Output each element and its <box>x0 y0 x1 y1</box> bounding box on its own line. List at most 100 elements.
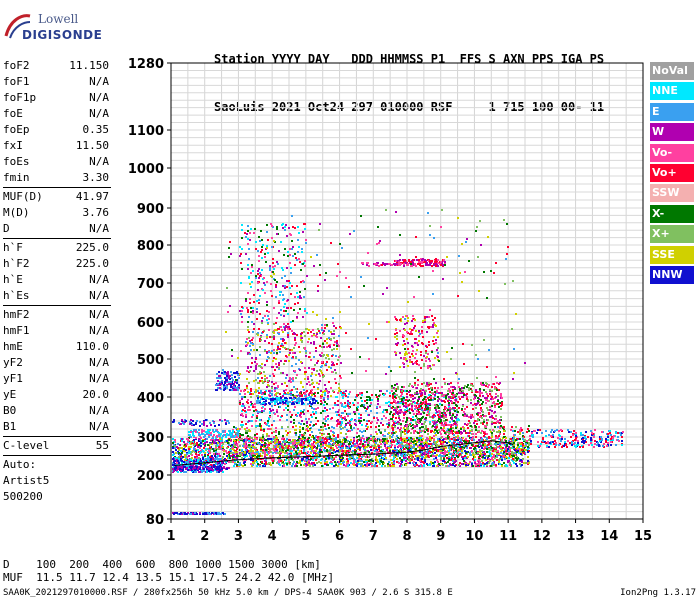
echo-point <box>378 445 380 447</box>
echo-point <box>318 330 320 332</box>
echo-point <box>319 437 321 439</box>
echo-point <box>222 443 224 445</box>
echo-point <box>281 443 283 445</box>
echo-point <box>501 465 503 467</box>
echo-point <box>338 463 340 465</box>
echo-point <box>304 335 306 337</box>
echo-point <box>324 438 326 440</box>
echo-point <box>465 445 467 447</box>
echo-point <box>236 453 238 455</box>
echo-point <box>348 393 350 395</box>
param-name: B1 <box>3 420 17 433</box>
echo-point <box>310 359 312 361</box>
echo-point <box>313 408 315 410</box>
echo-point <box>316 362 318 364</box>
echo-point <box>317 438 319 440</box>
echo-point <box>278 362 280 364</box>
echo-point <box>317 420 319 422</box>
echo-point <box>324 410 326 412</box>
echo-point <box>513 462 515 464</box>
echo-point <box>308 394 310 396</box>
echo-point <box>398 445 400 447</box>
echo-point <box>427 433 429 435</box>
echo-point <box>342 462 344 464</box>
echo-point <box>419 427 421 429</box>
echo-point <box>486 462 488 464</box>
echo-point <box>366 423 368 425</box>
echo-point <box>491 434 493 436</box>
echo-point <box>315 412 317 414</box>
echo-point <box>291 465 293 467</box>
echo-point <box>396 435 398 437</box>
param-name: h`F <box>3 241 23 254</box>
echo-point <box>310 452 312 454</box>
echo-point <box>449 440 451 442</box>
echo-point <box>359 449 361 451</box>
echo-point <box>208 450 210 452</box>
echo-point <box>203 447 205 449</box>
echo-point <box>246 427 248 429</box>
echo-point <box>436 444 438 446</box>
echo-point <box>326 390 328 392</box>
echo-point <box>439 431 441 433</box>
echo-point <box>271 390 273 392</box>
echo-point <box>319 439 321 441</box>
echo-point <box>280 360 282 362</box>
echo-point <box>274 442 276 444</box>
echo-point <box>363 438 365 440</box>
echo-point <box>528 430 530 432</box>
echo-point <box>385 440 387 442</box>
lowell-digisonde-logo: Lowell DIGISONDE <box>2 8 102 44</box>
echo-point <box>306 446 308 448</box>
echo-point <box>307 455 309 457</box>
param-value: N/A <box>89 222 109 235</box>
echo-point <box>519 450 521 452</box>
echo-point <box>434 461 436 463</box>
echo-point <box>240 454 242 456</box>
param-name: yE <box>3 388 17 401</box>
echo-point <box>188 455 190 457</box>
echo-point <box>206 458 208 460</box>
echo-point <box>440 433 442 435</box>
echo-point <box>465 438 467 440</box>
echo-point <box>416 455 418 457</box>
echo-point <box>339 441 341 443</box>
echo-point <box>317 441 319 443</box>
echo-point <box>481 438 483 440</box>
echo-point <box>394 445 396 447</box>
param-row: D N/A <box>3 221 111 237</box>
echo-point <box>340 402 342 404</box>
echo-point <box>451 438 453 440</box>
echo-point <box>505 448 507 450</box>
echo-point <box>370 435 372 437</box>
echo-point <box>196 457 198 459</box>
echo-point <box>305 418 307 420</box>
echo-point <box>220 458 222 460</box>
echo-point <box>279 406 281 408</box>
echo-point <box>527 456 529 458</box>
echo-point <box>414 464 416 466</box>
echo-point <box>203 470 205 472</box>
echo-point <box>515 463 517 465</box>
echo-point <box>343 406 345 408</box>
echo-point <box>401 461 403 463</box>
echo-point <box>245 341 247 343</box>
echo-point <box>488 458 490 460</box>
echo-point <box>290 381 292 383</box>
echo-point <box>218 471 220 473</box>
echo-point <box>364 400 366 402</box>
echo-point <box>248 438 250 440</box>
echo-point <box>250 396 252 398</box>
legend-item-vominus: Vo- <box>650 143 694 162</box>
echo-point <box>361 400 363 402</box>
echo-point <box>180 470 182 472</box>
echo-point <box>256 461 258 463</box>
echo-point <box>359 455 361 457</box>
echo-point <box>228 439 230 441</box>
echo-point <box>368 464 370 466</box>
echo-point <box>370 426 372 428</box>
echo-point <box>408 459 410 461</box>
echo-point <box>305 355 307 357</box>
echo-point <box>423 447 425 449</box>
echo-point <box>337 404 339 406</box>
